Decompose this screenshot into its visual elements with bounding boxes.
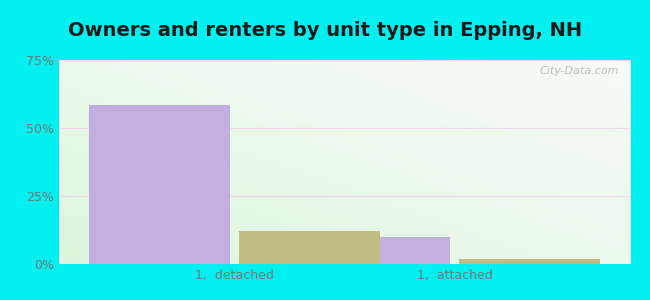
Bar bbox=[89, 105, 230, 264]
Bar bbox=[309, 237, 450, 264]
Text: City-Data.com: City-Data.com bbox=[540, 66, 619, 76]
Bar bbox=[459, 259, 600, 264]
Bar bbox=[239, 231, 380, 264]
Text: Owners and renters by unit type in Epping, NH: Owners and renters by unit type in Eppin… bbox=[68, 21, 582, 40]
